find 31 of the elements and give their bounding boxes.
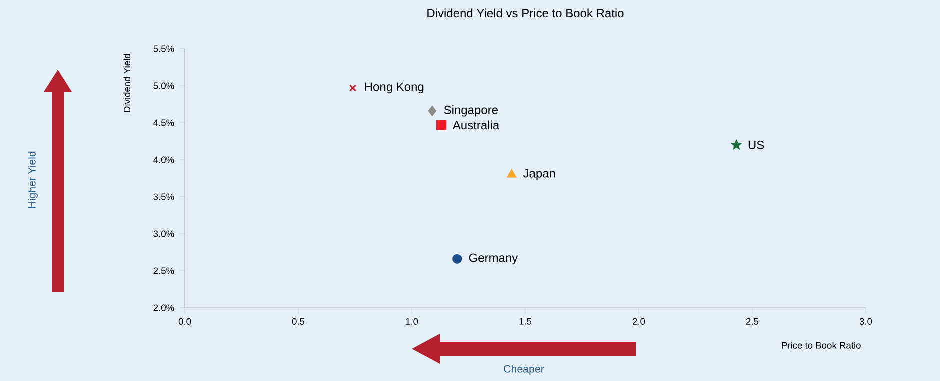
x-tick-label: 1.0	[406, 318, 418, 325]
x-tick-label: 2.5	[746, 318, 759, 325]
y-tick-label: 3.5%	[154, 194, 174, 200]
x-tick-label: 0.0	[178, 318, 192, 325]
point	[507, 170, 516, 178]
y-tick-label: 4.0%	[154, 156, 174, 164]
point	[436, 120, 447, 130]
series-label: Germany	[469, 254, 518, 265]
point	[428, 106, 436, 116]
point	[349, 84, 357, 92]
series-label: Hong Kong	[365, 82, 424, 94]
x-tick-label: 2.0	[632, 318, 646, 325]
y-tick-label: 2.5%	[154, 268, 174, 274]
y-tick-label: 4.5%	[154, 120, 174, 126]
y-tick-label: 5.5%	[154, 46, 174, 52]
x-tick-label: 0.5	[292, 318, 305, 325]
series-label: Singapore	[444, 106, 498, 117]
point	[452, 254, 462, 264]
series-label: Japan	[523, 169, 556, 180]
chart-title: Dividend Yield vs Price to Book Ratio	[428, 8, 624, 18]
series-label: US	[748, 140, 764, 150]
series-label: Australia	[452, 120, 500, 130]
y-tick-label: 5.0%	[154, 82, 174, 90]
y-tick-label: 3.0%	[154, 230, 174, 238]
y-tick-label: 2.0%	[154, 304, 174, 312]
x-tick-label: 1.5	[520, 318, 532, 325]
x-axis-title: Price to Book Ratio	[782, 342, 861, 349]
x-tick-label: 3.0	[860, 318, 872, 325]
text: Cheaper	[504, 365, 544, 375]
y-axis-title: Dividend Yield	[124, 54, 131, 112]
text: Higher Yield	[28, 152, 38, 208]
